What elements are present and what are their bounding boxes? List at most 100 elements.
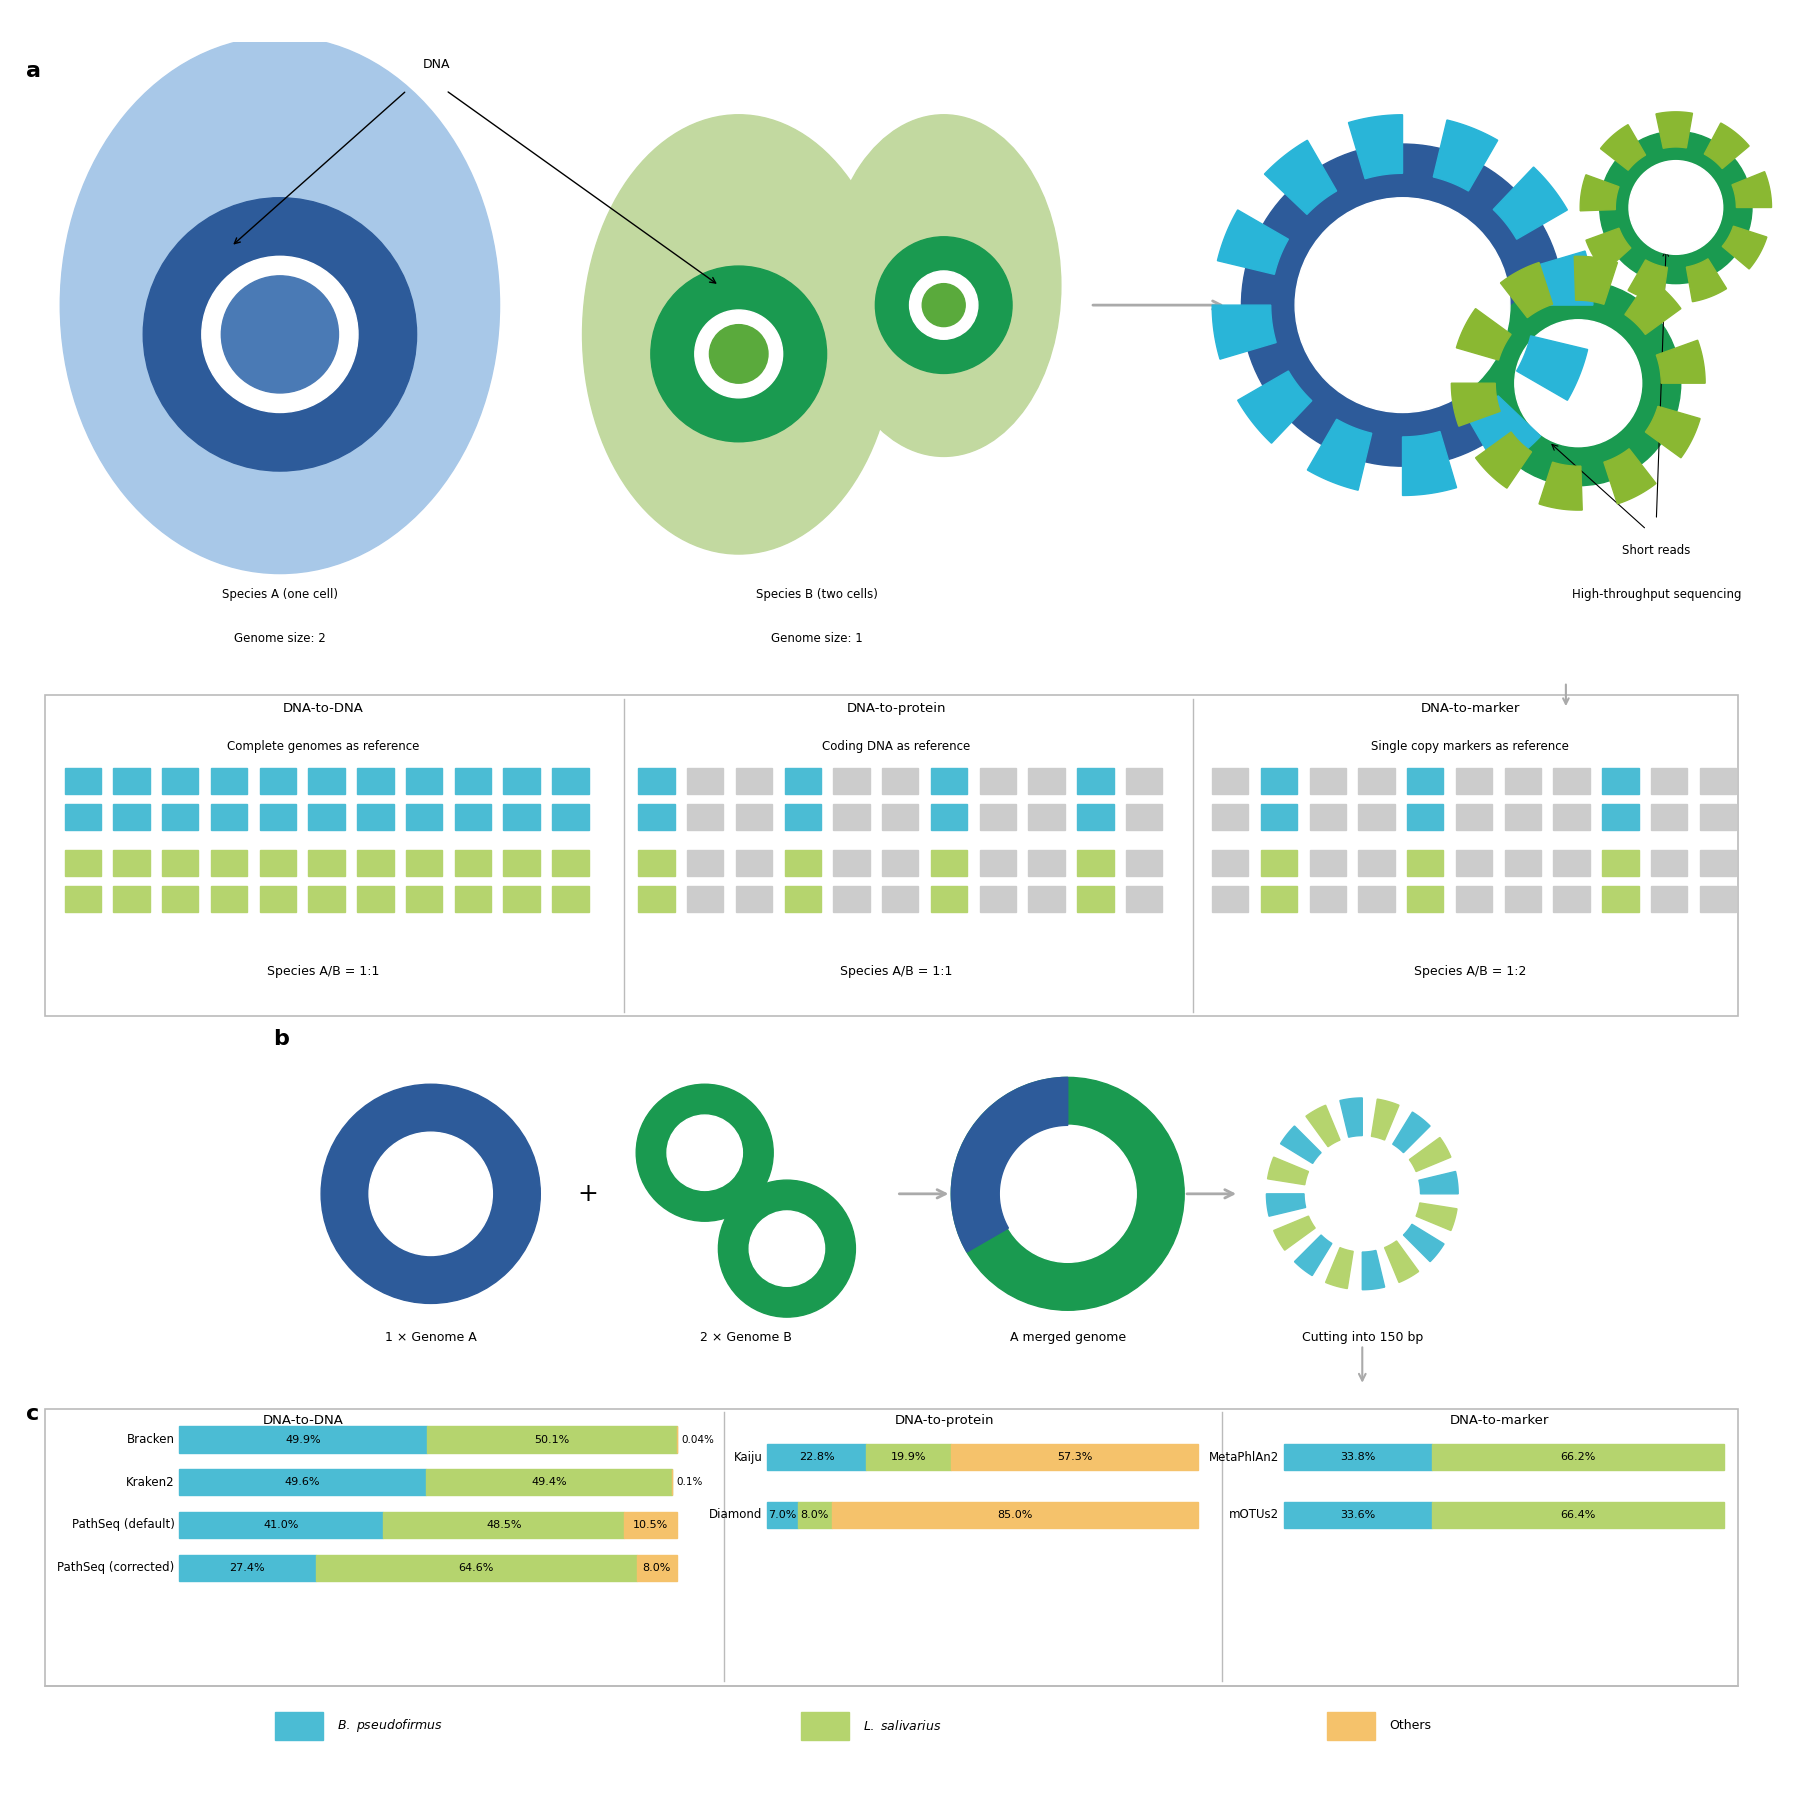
Text: 66.2%: 66.2%: [1560, 1451, 1596, 1462]
Polygon shape: [1705, 124, 1750, 169]
Bar: [179, 1426, 427, 1453]
Bar: [1359, 768, 1395, 795]
Polygon shape: [1212, 305, 1277, 359]
Bar: [687, 768, 723, 795]
Bar: [552, 850, 588, 875]
Bar: [1359, 886, 1395, 911]
FancyBboxPatch shape: [45, 696, 1737, 1015]
Text: b: b: [273, 1030, 289, 1049]
Bar: [882, 804, 918, 831]
Bar: [735, 768, 773, 795]
Bar: [1212, 886, 1248, 911]
Polygon shape: [1628, 260, 1667, 301]
Text: 66.4%: 66.4%: [1560, 1511, 1596, 1520]
Polygon shape: [1601, 124, 1646, 170]
Polygon shape: [1237, 371, 1312, 443]
Polygon shape: [1348, 115, 1402, 179]
Text: 2 × Genome B: 2 × Genome B: [699, 1331, 793, 1344]
Bar: [1603, 804, 1639, 831]
Bar: [1700, 886, 1736, 911]
Bar: [638, 886, 674, 911]
Ellipse shape: [875, 237, 1011, 373]
Text: 1 × Genome A: 1 × Genome A: [385, 1331, 477, 1344]
Text: Complete genomes as reference: Complete genomes as reference: [226, 739, 420, 753]
Bar: [1408, 886, 1443, 911]
Bar: [1603, 886, 1639, 911]
Bar: [504, 804, 540, 831]
Bar: [1553, 768, 1590, 795]
Bar: [979, 850, 1017, 875]
Polygon shape: [1372, 1100, 1399, 1139]
Bar: [1078, 768, 1113, 795]
Bar: [260, 768, 296, 795]
Circle shape: [922, 283, 965, 327]
Bar: [735, 850, 773, 875]
Polygon shape: [1687, 258, 1727, 301]
Bar: [1456, 768, 1492, 795]
Bar: [1126, 850, 1162, 875]
Bar: [179, 1512, 384, 1537]
Ellipse shape: [1515, 319, 1642, 447]
Bar: [65, 804, 100, 831]
Text: High-throughput sequencing: High-throughput sequencing: [1572, 588, 1741, 601]
Text: +: +: [577, 1182, 599, 1206]
Ellipse shape: [749, 1211, 825, 1286]
Bar: [260, 886, 296, 911]
Polygon shape: [1264, 140, 1336, 215]
Bar: [1408, 768, 1443, 795]
Text: Single copy markers as reference: Single copy markers as reference: [1372, 739, 1569, 753]
Bar: [274, 1711, 323, 1740]
Polygon shape: [1657, 341, 1705, 384]
Polygon shape: [1624, 278, 1680, 334]
Ellipse shape: [1476, 280, 1680, 486]
Bar: [979, 886, 1017, 911]
Bar: [1212, 768, 1248, 795]
Bar: [1284, 1502, 1431, 1528]
Text: 7.0%: 7.0%: [767, 1511, 796, 1520]
Bar: [455, 850, 491, 875]
Polygon shape: [1451, 384, 1501, 427]
Polygon shape: [1580, 174, 1619, 212]
Bar: [1260, 768, 1296, 795]
Text: 10.5%: 10.5%: [633, 1520, 669, 1530]
Bar: [308, 886, 344, 911]
Polygon shape: [1517, 335, 1587, 400]
Bar: [638, 850, 674, 875]
Bar: [504, 768, 540, 795]
Ellipse shape: [909, 271, 977, 339]
Polygon shape: [1646, 407, 1700, 457]
Ellipse shape: [696, 310, 782, 398]
Text: c: c: [27, 1405, 39, 1424]
Polygon shape: [1605, 448, 1657, 504]
Polygon shape: [1363, 1250, 1384, 1290]
Bar: [1603, 850, 1639, 875]
Text: DNA-to-DNA: DNA-to-DNA: [264, 1414, 344, 1428]
Text: 50.1%: 50.1%: [534, 1435, 570, 1444]
Polygon shape: [952, 1078, 1069, 1252]
Bar: [552, 768, 588, 795]
Ellipse shape: [61, 36, 500, 574]
Bar: [113, 768, 149, 795]
Bar: [1309, 886, 1347, 911]
Bar: [161, 804, 199, 831]
Text: Species B (two cells): Species B (two cells): [757, 588, 879, 601]
Ellipse shape: [952, 1078, 1183, 1310]
Bar: [455, 886, 491, 911]
Polygon shape: [1433, 120, 1497, 190]
Polygon shape: [1501, 262, 1553, 318]
Polygon shape: [1273, 1216, 1316, 1250]
Ellipse shape: [651, 266, 827, 441]
Bar: [1260, 804, 1296, 831]
Bar: [687, 886, 723, 911]
Bar: [212, 804, 247, 831]
Polygon shape: [1404, 1224, 1443, 1261]
Bar: [1651, 804, 1687, 831]
Text: 85.0%: 85.0%: [997, 1511, 1033, 1520]
Bar: [638, 768, 674, 795]
Bar: [1309, 850, 1347, 875]
Bar: [427, 1426, 676, 1453]
Polygon shape: [1266, 1193, 1305, 1216]
Bar: [1359, 804, 1395, 831]
Text: Bracken: Bracken: [127, 1433, 174, 1446]
Polygon shape: [1409, 1137, 1451, 1171]
